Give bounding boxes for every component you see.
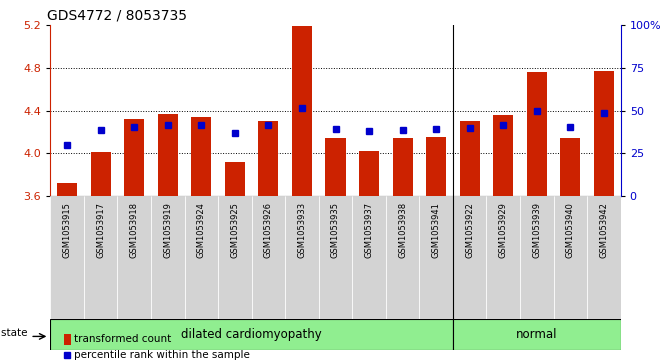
Text: GSM1053937: GSM1053937 <box>364 202 374 258</box>
Bar <box>218 196 252 319</box>
Bar <box>50 196 84 319</box>
Bar <box>225 162 245 196</box>
Bar <box>325 138 346 196</box>
Text: GSM1053919: GSM1053919 <box>163 202 172 258</box>
Text: transformed count: transformed count <box>74 334 172 344</box>
Bar <box>493 115 513 196</box>
Text: GSM1053933: GSM1053933 <box>297 202 307 258</box>
Bar <box>386 196 419 319</box>
Bar <box>191 117 211 196</box>
Text: GSM1053915: GSM1053915 <box>62 202 72 258</box>
Text: GSM1053941: GSM1053941 <box>431 202 441 258</box>
Bar <box>587 196 621 319</box>
Bar <box>91 152 111 196</box>
Text: GSM1053925: GSM1053925 <box>230 202 240 258</box>
Bar <box>554 196 587 319</box>
Text: normal: normal <box>516 329 558 341</box>
Bar <box>57 183 77 196</box>
Bar <box>560 138 580 196</box>
Text: GSM1053929: GSM1053929 <box>499 202 508 258</box>
Bar <box>453 319 621 350</box>
Text: GSM1053942: GSM1053942 <box>599 202 609 258</box>
Bar <box>527 72 547 196</box>
Text: GSM1053922: GSM1053922 <box>465 202 474 258</box>
Text: GSM1053926: GSM1053926 <box>264 202 273 258</box>
Bar <box>393 138 413 196</box>
Bar <box>185 196 218 319</box>
Text: GSM1053917: GSM1053917 <box>96 202 105 258</box>
Bar <box>319 196 352 319</box>
Text: GSM1053918: GSM1053918 <box>130 202 139 258</box>
Text: percentile rank within the sample: percentile rank within the sample <box>74 350 250 360</box>
Text: GSM1053939: GSM1053939 <box>532 202 541 258</box>
Text: GSM1053940: GSM1053940 <box>566 202 575 258</box>
Bar <box>426 137 446 196</box>
Bar <box>520 196 554 319</box>
Bar <box>64 334 71 345</box>
Bar <box>460 121 480 196</box>
Bar <box>486 196 520 319</box>
Bar <box>252 196 285 319</box>
Text: GSM1053924: GSM1053924 <box>197 202 206 258</box>
Bar <box>359 151 379 196</box>
Bar <box>50 319 453 350</box>
Text: GSM1053938: GSM1053938 <box>398 202 407 258</box>
Bar <box>419 196 453 319</box>
Bar <box>453 196 486 319</box>
Bar <box>352 196 386 319</box>
Bar <box>151 196 185 319</box>
Bar <box>158 114 178 196</box>
Bar <box>84 196 117 319</box>
Text: disease state: disease state <box>0 328 28 338</box>
Bar <box>594 71 614 196</box>
Bar <box>124 119 144 196</box>
Bar <box>117 196 151 319</box>
Bar <box>258 121 278 196</box>
Text: GSM1053935: GSM1053935 <box>331 202 340 258</box>
Text: dilated cardiomyopathy: dilated cardiomyopathy <box>181 329 322 341</box>
Bar <box>285 196 319 319</box>
Text: GDS4772 / 8053735: GDS4772 / 8053735 <box>48 9 187 23</box>
Bar <box>292 26 312 196</box>
